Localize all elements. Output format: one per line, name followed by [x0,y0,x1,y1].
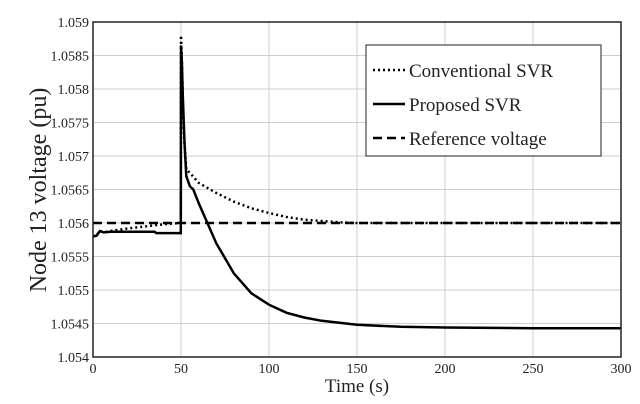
y-tick-label: 1.059 [58,16,90,31]
series-line-proposed-svr [92,45,621,330]
y-tick-label: 1.058 [58,83,90,98]
y-tick-label: 1.055 [58,284,90,299]
x-tick-label: 0 [90,362,97,377]
legend-label: Proposed SVR [409,95,522,116]
x-tick-label: 300 [611,362,632,377]
legend-box [365,44,602,157]
series-line-conventional-svr [92,35,621,238]
y-tick-label: 1.0555 [51,251,90,266]
x-tick-label: 200 [435,362,456,377]
tick-labels: 0 50 100 150 200 250 300 1.054 1.0545 1.055 1.0555… [51,16,632,377]
plot-frame [92,21,622,358]
y-tick-label: 1.056 [58,217,90,232]
x-tick-label: 100 [259,362,280,377]
series-group [92,35,621,330]
y-tick-label: 1.0575 [51,117,90,132]
x-axis-label: Time (s) [325,376,389,397]
legend-label: Reference voltage [409,129,547,150]
y-tick-label: 1.057 [58,150,90,165]
y-tick-label: 1.0565 [51,184,90,199]
x-tick-label: 50 [174,362,188,377]
y-axis-label: Node 13 voltage (pu) [26,88,52,293]
legend-label: Conventional SVR [409,61,553,82]
y-tick-label: 1.054 [58,351,90,366]
legend: Conventional SVR Proposed SVR Reference vo… [365,44,602,157]
y-tick-label: 1.0545 [51,318,90,333]
y-tick-label: 1.0585 [51,50,90,65]
x-tick-label: 150 [347,362,368,377]
x-tick-label: 250 [523,362,544,377]
